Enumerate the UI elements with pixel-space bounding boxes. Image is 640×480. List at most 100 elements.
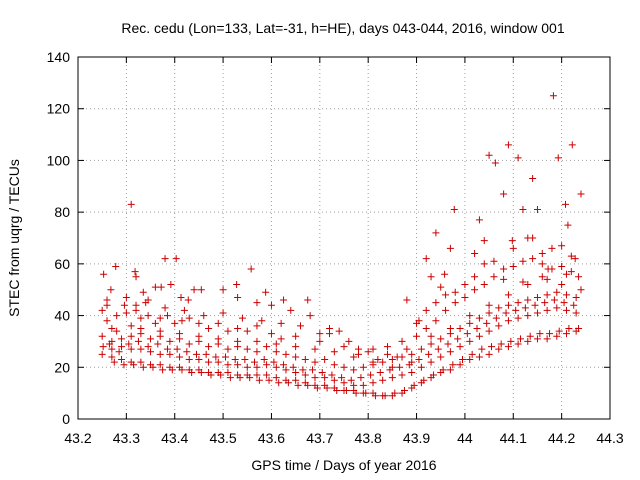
data-point bbox=[115, 348, 123, 356]
data-point bbox=[226, 374, 234, 382]
data-point bbox=[263, 361, 271, 369]
data-point bbox=[463, 330, 471, 338]
data-point bbox=[127, 200, 135, 208]
data-point bbox=[369, 379, 377, 387]
data-point bbox=[449, 361, 457, 369]
data-point bbox=[185, 314, 193, 322]
data-point bbox=[147, 335, 155, 343]
data-point bbox=[316, 337, 324, 345]
data-point bbox=[241, 356, 249, 364]
data-point bbox=[306, 312, 314, 320]
data-point bbox=[157, 283, 165, 291]
data-point bbox=[429, 371, 437, 379]
data-point bbox=[376, 368, 384, 376]
data-point bbox=[560, 299, 568, 307]
data-point bbox=[400, 387, 408, 395]
data-point bbox=[514, 340, 522, 348]
data-point bbox=[369, 345, 377, 353]
data-point bbox=[504, 291, 512, 299]
data-point bbox=[98, 350, 106, 358]
data-point bbox=[224, 345, 232, 353]
data-point bbox=[134, 337, 142, 345]
y-tick-label: 40 bbox=[54, 308, 70, 324]
data-point bbox=[234, 337, 242, 345]
chart-title: Rec. cedu (Lon=133, Lat=-31, h=HE), days… bbox=[121, 20, 564, 36]
data-point bbox=[369, 358, 377, 366]
data-point bbox=[422, 306, 430, 314]
data-point bbox=[163, 312, 171, 320]
data-point bbox=[253, 322, 261, 330]
data-point bbox=[422, 255, 430, 263]
data-point bbox=[166, 337, 174, 345]
data-point bbox=[292, 332, 300, 340]
data-point bbox=[417, 363, 425, 371]
data-point bbox=[507, 337, 515, 345]
data-point bbox=[526, 332, 534, 340]
data-point bbox=[156, 314, 164, 322]
data-point bbox=[524, 337, 532, 345]
data-point bbox=[217, 371, 225, 379]
x-tick-label: 43.9 bbox=[403, 430, 430, 446]
data-point bbox=[509, 262, 517, 270]
data-point bbox=[558, 281, 566, 289]
y-tick-label: 0 bbox=[62, 411, 70, 427]
data-point bbox=[335, 327, 343, 335]
data-point bbox=[197, 286, 205, 294]
data-point bbox=[202, 350, 210, 358]
data-point bbox=[364, 348, 372, 356]
data-point bbox=[391, 389, 399, 397]
data-point bbox=[137, 358, 145, 366]
data-point bbox=[466, 319, 474, 327]
x-tick-label: 43.7 bbox=[306, 430, 333, 446]
data-point bbox=[282, 366, 290, 374]
data-point bbox=[110, 358, 118, 366]
data-point bbox=[570, 301, 578, 309]
data-point bbox=[234, 293, 242, 301]
y-tick-label: 60 bbox=[54, 256, 70, 272]
data-point bbox=[178, 317, 186, 325]
data-point bbox=[475, 314, 483, 322]
data-point bbox=[120, 361, 128, 369]
data-point bbox=[550, 296, 558, 304]
data-point bbox=[488, 343, 496, 351]
data-point bbox=[139, 288, 147, 296]
data-point bbox=[514, 154, 522, 162]
data-point bbox=[161, 304, 169, 312]
plot-frame bbox=[77, 56, 611, 420]
data-point bbox=[321, 374, 329, 382]
data-point bbox=[262, 288, 270, 296]
data-point bbox=[512, 306, 520, 314]
x-tick-label: 44.3 bbox=[596, 430, 623, 446]
data-point bbox=[575, 325, 583, 332]
data-point bbox=[265, 376, 273, 384]
data-point bbox=[177, 293, 185, 301]
data-point bbox=[190, 286, 198, 294]
data-point bbox=[98, 306, 106, 314]
data-point bbox=[156, 350, 164, 358]
data-point bbox=[393, 353, 401, 361]
data-point bbox=[367, 371, 375, 379]
data-point bbox=[243, 345, 251, 353]
data-point bbox=[461, 293, 469, 301]
data-point bbox=[555, 327, 563, 335]
data-point bbox=[538, 250, 546, 258]
data-point bbox=[549, 92, 557, 100]
data-point bbox=[263, 371, 271, 379]
data-point bbox=[313, 384, 321, 392]
data-point bbox=[533, 206, 541, 214]
data-point bbox=[538, 260, 546, 268]
data-point bbox=[321, 356, 329, 364]
data-point bbox=[500, 190, 508, 198]
data-point bbox=[342, 387, 350, 395]
data-point bbox=[485, 301, 493, 309]
data-point bbox=[103, 296, 111, 304]
data-point bbox=[446, 366, 454, 374]
data-point bbox=[272, 340, 280, 348]
data-point bbox=[384, 350, 392, 358]
scatter-points bbox=[98, 92, 585, 400]
data-point bbox=[144, 343, 152, 351]
data-point bbox=[253, 299, 261, 307]
data-point bbox=[168, 366, 176, 374]
y-tick-label: 100 bbox=[47, 152, 71, 168]
